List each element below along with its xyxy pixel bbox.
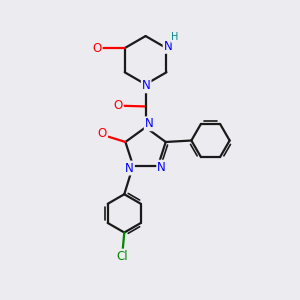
Text: N: N bbox=[142, 79, 151, 92]
Text: O: O bbox=[98, 127, 107, 140]
Text: N: N bbox=[157, 161, 166, 174]
Text: Cl: Cl bbox=[116, 250, 128, 262]
Text: O: O bbox=[92, 42, 102, 55]
Text: H: H bbox=[171, 32, 178, 42]
Text: N: N bbox=[164, 40, 172, 53]
Text: O: O bbox=[113, 99, 122, 112]
Text: N: N bbox=[145, 117, 154, 130]
Text: N: N bbox=[125, 161, 134, 175]
